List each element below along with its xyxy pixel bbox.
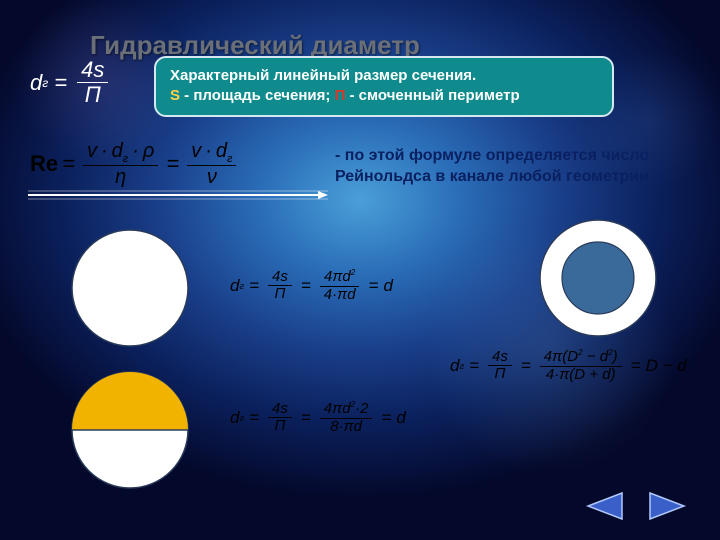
triangle-right-icon (646, 491, 690, 521)
reynolds-note: - по этой формуле определяется число Рей… (335, 146, 705, 188)
formula-annulus: dг = 4sП = 4π(D2 − d2) 4·π(D + d) = D − … (450, 348, 687, 383)
prev-button[interactable] (582, 491, 626, 526)
definition-callout: Характерный линейный размер сечения. S -… (154, 56, 614, 117)
arrow-icon (28, 190, 328, 200)
shape-annulus (538, 218, 658, 338)
next-button[interactable] (646, 491, 690, 526)
shape-full-circle (70, 228, 190, 348)
triangle-left-icon (582, 491, 626, 521)
formula-half-circle: dг = 4sП = 4πd2·2 8·πd = d (230, 400, 406, 435)
shape-half-circle (70, 370, 190, 490)
formula-reynolds: Re = v·dг·ρ η = v·dг ν (30, 140, 240, 188)
formula-hydraulic-diameter: dг = 4s П (30, 58, 112, 107)
formula-full-circle: dг = 4sП = 4πd2 4·πd = d (230, 268, 393, 303)
